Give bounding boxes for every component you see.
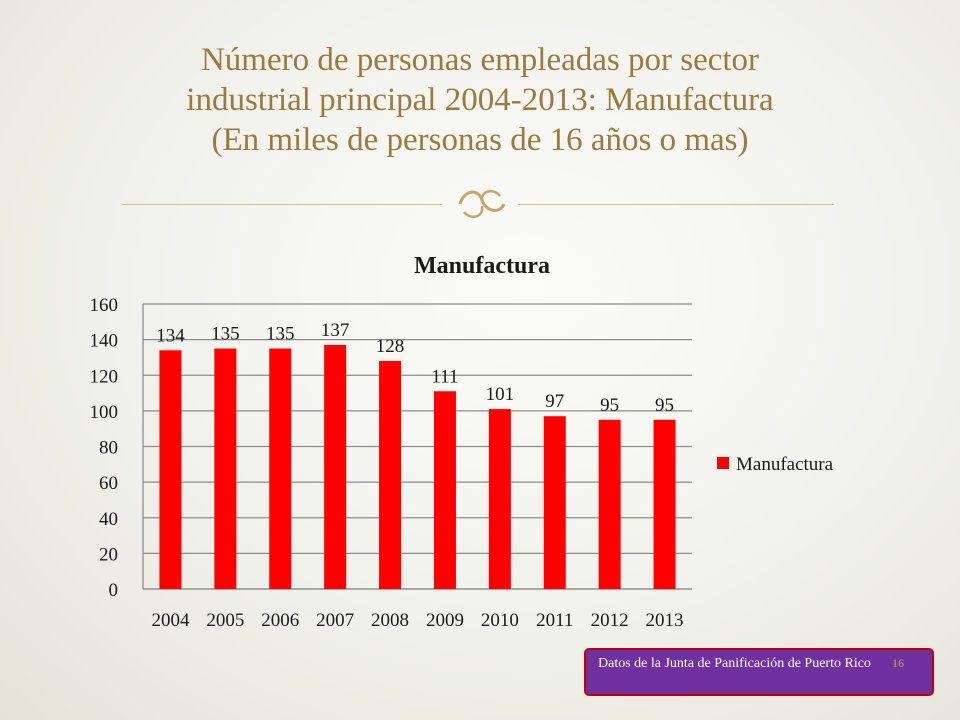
data-label: 97 (545, 391, 564, 412)
data-label: 134 (156, 325, 185, 346)
y-tick-label: 60 (99, 473, 118, 494)
data-label: 95 (600, 395, 619, 416)
slide-title: Número de personas empleadas por sector … (60, 40, 900, 160)
data-label: 95 (655, 395, 674, 416)
x-tick-label: 2012 (591, 610, 629, 631)
bar (488, 409, 511, 589)
bar (543, 416, 566, 589)
x-tick-label: 2007 (316, 610, 354, 631)
data-label: 101 (486, 384, 515, 405)
x-tick-label: 2008 (371, 610, 409, 631)
y-tick-label: 20 (99, 544, 118, 565)
bar (159, 350, 182, 589)
data-label: 111 (431, 366, 458, 387)
x-tick-label: 2004 (151, 610, 190, 631)
x-tick-label: 2009 (426, 610, 464, 631)
y-tick-label: 100 (90, 402, 119, 423)
source-text: Datos de la Junta de Panificación de Pue… (598, 656, 871, 671)
bar (598, 419, 621, 589)
decorative-swirl-icon (458, 189, 506, 219)
data-label: 135 (211, 324, 240, 345)
y-tick-label: 160 (90, 295, 119, 316)
legend-label: Manufactura (736, 454, 834, 475)
legend-swatch (717, 457, 729, 469)
bar (379, 361, 402, 589)
title-divider-right (518, 204, 834, 205)
x-tick-label: 2005 (206, 610, 244, 631)
y-tick-label: 0 (109, 580, 119, 601)
x-tick-label: 2006 (261, 610, 299, 631)
page-number: 16 (892, 656, 904, 670)
y-tick-label: 40 (99, 509, 118, 530)
chart-title: Manufactura (414, 253, 550, 279)
y-tick-label: 80 (99, 438, 118, 459)
bar (269, 348, 292, 589)
y-tick-label: 140 (90, 331, 119, 352)
data-label: 135 (266, 324, 295, 345)
bar (214, 348, 237, 589)
title-line-2: industrial principal 2004-2013: Manufact… (186, 82, 774, 118)
x-tick-label: 2011 (536, 610, 573, 631)
bar (433, 391, 456, 589)
data-label: 128 (376, 336, 405, 357)
title-line-3: (En miles de personas de 16 años o mas) (211, 122, 749, 158)
data-label: 137 (321, 320, 350, 341)
title-divider-left (122, 204, 442, 205)
bar (324, 344, 347, 589)
source-box: Datos de la Junta de Panificación de Pue… (584, 648, 934, 696)
y-tick-label: 120 (90, 366, 119, 387)
x-tick-label: 2010 (481, 610, 519, 631)
title-line-1: Número de personas empleadas por sector (200, 42, 760, 78)
bar (653, 419, 676, 589)
x-tick-label: 2013 (646, 610, 684, 631)
